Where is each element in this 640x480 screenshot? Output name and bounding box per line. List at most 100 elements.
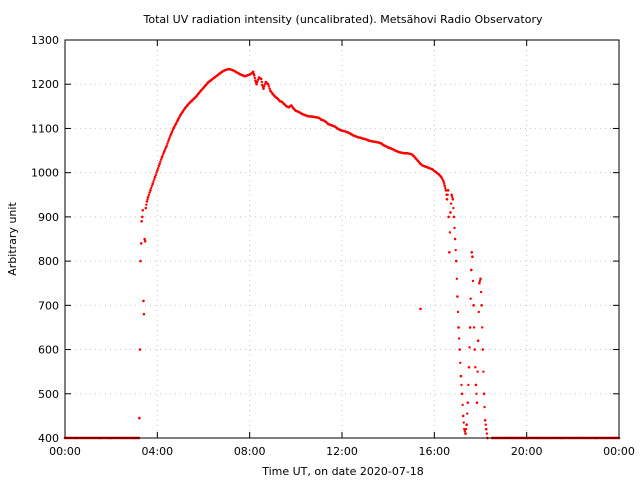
x-tick-label: 08:00 bbox=[234, 445, 266, 458]
data-point bbox=[169, 134, 172, 137]
data-point bbox=[463, 430, 467, 433]
data-point bbox=[139, 242, 143, 245]
data-point bbox=[156, 169, 159, 172]
data-point bbox=[448, 250, 451, 254]
data-point bbox=[138, 416, 141, 420]
data-point bbox=[151, 182, 155, 186]
data-point bbox=[146, 195, 150, 199]
data-point bbox=[465, 423, 468, 427]
data-point bbox=[469, 268, 473, 272]
data-point bbox=[460, 392, 464, 396]
data-point bbox=[468, 326, 472, 329]
data-point bbox=[484, 427, 488, 431]
data-point bbox=[259, 77, 263, 81]
data-point bbox=[464, 432, 467, 435]
data-point bbox=[443, 184, 447, 188]
data-point bbox=[467, 365, 471, 369]
data-point bbox=[446, 189, 450, 192]
data-point bbox=[142, 299, 145, 303]
data-point bbox=[472, 304, 475, 307]
data-point bbox=[463, 427, 466, 431]
data-point bbox=[459, 361, 462, 365]
data-point bbox=[483, 419, 487, 422]
data-point bbox=[262, 87, 265, 90]
data-point bbox=[471, 255, 474, 258]
grid bbox=[65, 40, 619, 438]
data-point bbox=[483, 405, 486, 409]
data-point bbox=[468, 346, 471, 349]
data-point bbox=[447, 215, 450, 219]
y-tick-label: 500 bbox=[38, 388, 59, 401]
data-point bbox=[473, 348, 477, 351]
data-point bbox=[138, 348, 142, 351]
data-point bbox=[474, 383, 478, 387]
data-point bbox=[263, 83, 267, 86]
data-point bbox=[482, 392, 486, 396]
y-tick-label: 800 bbox=[38, 255, 59, 268]
x-tick-label: 16:00 bbox=[418, 445, 450, 458]
data-point bbox=[460, 383, 463, 387]
data-point bbox=[457, 337, 461, 340]
data-point bbox=[480, 304, 483, 307]
data-point bbox=[482, 370, 485, 373]
data-point bbox=[255, 82, 258, 86]
x-tick-label: 12:00 bbox=[326, 445, 358, 458]
data-point bbox=[456, 295, 459, 298]
data-point bbox=[162, 152, 165, 155]
data-point bbox=[466, 412, 469, 415]
data-point bbox=[442, 182, 446, 185]
data-point bbox=[144, 206, 148, 210]
data-point bbox=[253, 76, 257, 80]
data-point bbox=[450, 193, 453, 197]
data-point bbox=[166, 142, 169, 146]
data-point bbox=[479, 290, 483, 294]
data-point bbox=[456, 310, 460, 314]
data-point bbox=[466, 401, 470, 404]
y-tick-label: 600 bbox=[38, 344, 59, 357]
data-point bbox=[449, 202, 453, 205]
data-point bbox=[476, 339, 480, 343]
data-point bbox=[161, 154, 164, 157]
data-point bbox=[267, 85, 271, 88]
data-point bbox=[470, 250, 474, 254]
y-tick-label: 700 bbox=[38, 299, 59, 312]
data-point bbox=[472, 326, 476, 329]
data-point bbox=[147, 193, 151, 196]
y-tick-label: 1100 bbox=[31, 122, 59, 135]
data-point bbox=[469, 297, 472, 300]
data-point bbox=[448, 231, 452, 234]
y-tick-label: 400 bbox=[38, 432, 59, 445]
y-tick-label: 900 bbox=[38, 211, 59, 224]
data-point bbox=[159, 160, 162, 163]
data-point bbox=[461, 403, 464, 407]
data-point bbox=[451, 197, 455, 201]
y-tick-label: 1300 bbox=[31, 34, 59, 47]
y-axis-label: Arbitrary unit bbox=[6, 202, 19, 276]
data-point bbox=[449, 211, 452, 214]
x-tick-label: 04:00 bbox=[141, 445, 173, 458]
data-point bbox=[153, 175, 157, 179]
data-point bbox=[478, 281, 481, 285]
data-point bbox=[266, 82, 270, 86]
data-point bbox=[471, 279, 475, 283]
x-tick-label: 00:00 bbox=[603, 445, 635, 458]
data-point bbox=[467, 383, 470, 387]
data-point bbox=[452, 206, 455, 210]
data-point bbox=[154, 173, 157, 177]
data-point bbox=[167, 138, 171, 141]
data-point bbox=[481, 326, 484, 329]
data-point bbox=[453, 226, 456, 230]
data-point bbox=[481, 348, 485, 351]
data-point bbox=[160, 155, 164, 159]
data-point bbox=[446, 193, 449, 196]
data-point bbox=[457, 326, 460, 329]
data-point bbox=[464, 427, 468, 431]
data-point bbox=[165, 144, 168, 148]
y-axis-ticks: 400 500 600 700 800 900 1000 1100 1200 1300 bbox=[31, 34, 619, 445]
data-point bbox=[141, 208, 145, 212]
data-point bbox=[145, 203, 148, 206]
data-point bbox=[260, 80, 263, 84]
data-point bbox=[444, 186, 447, 190]
x-tick-label: 20:00 bbox=[511, 445, 543, 458]
x-axis-ticks: 00:00 04:00 08:00 12:00 16:00 20:00 00:00 bbox=[49, 40, 635, 458]
